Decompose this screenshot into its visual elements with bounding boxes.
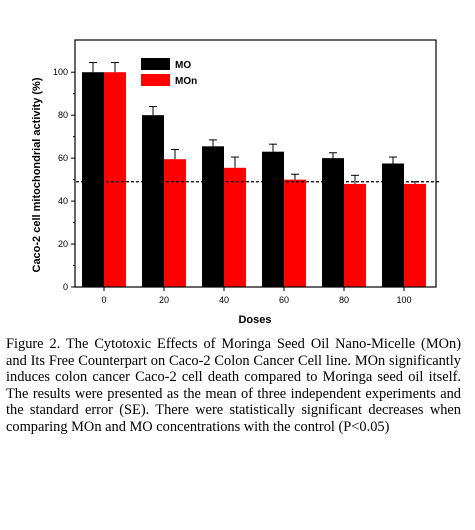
legend-swatch-mo (141, 58, 170, 70)
y-tick-label-40: 40 (58, 196, 68, 206)
figure-caption: Figure 2. The Cytotoxic Effects of Morin… (6, 336, 461, 435)
x-tick-label-60: 60 (279, 295, 289, 305)
y-tick-label-80: 80 (58, 110, 68, 120)
x-tick-label-40: 40 (219, 295, 229, 305)
plot-frame (74, 39, 437, 288)
bar-mo-60 (262, 151, 284, 287)
x-tick-label-80: 80 (339, 295, 349, 305)
y-tick-label-0: 0 (63, 282, 68, 292)
bar-mo-20 (142, 115, 164, 287)
bar-mo-100 (382, 163, 404, 287)
bar-mon-80 (344, 183, 366, 287)
y-tick-label-100: 100 (53, 67, 68, 77)
bar-mon-100 (404, 183, 426, 287)
bar-mon-0 (104, 72, 126, 287)
x-axis-title: Doses (238, 314, 271, 326)
bar-mon-40 (224, 167, 246, 287)
axes (71, 39, 437, 291)
bar-mo-0 (82, 72, 104, 287)
x-tick-label-20: 20 (159, 295, 169, 305)
legend-label-mon: MOn (175, 76, 197, 87)
bar-mon-20 (164, 159, 186, 287)
x-tick-label-100: 100 (396, 295, 411, 305)
bar-mo-40 (202, 146, 224, 287)
bars-layer (82, 72, 426, 287)
error-bars-layer (89, 62, 419, 184)
y-tick-label-60: 60 (58, 153, 68, 163)
tick-labels: 0 20 40 60 80 100 0 20 40 60 80 100 (53, 67, 412, 305)
legend: MO MOn (141, 58, 197, 87)
legend-label-mo: MO (175, 60, 191, 71)
y-axis-title: Caco-2 cell mitochondrial activity (%) (31, 77, 43, 272)
legend-swatch-mon (141, 74, 170, 86)
bar-mo-80 (322, 158, 344, 287)
bar-chart: 0 20 40 60 80 100 0 20 40 60 80 100 Caco-2 cell mit… (31, 39, 439, 326)
x-tick-label-0: 0 (101, 295, 106, 305)
y-tick-label-20: 20 (58, 239, 68, 249)
bar-mon-60 (284, 179, 306, 287)
